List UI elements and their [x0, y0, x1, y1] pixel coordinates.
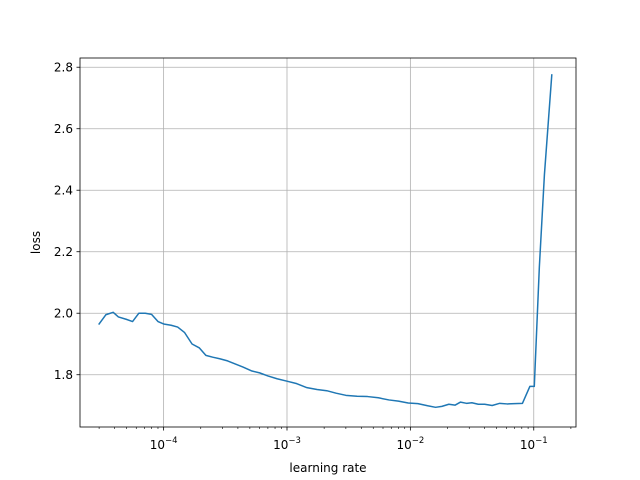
y-tick-label: 2.4 [54, 184, 73, 198]
x-axis-label: learning rate [289, 461, 366, 475]
x-tick-label: 10−3 [273, 436, 301, 452]
y-tick-label: 2.0 [54, 307, 73, 321]
x-tick-label: 10−1 [520, 436, 548, 452]
loss-series-line [98, 74, 553, 409]
y-tick-label: 2.6 [54, 122, 73, 136]
series-layer [98, 74, 553, 409]
y-tick-label: 1.8 [54, 368, 73, 382]
y-tick-label: 2.8 [54, 61, 73, 75]
x-tick-label: 10−4 [150, 436, 178, 452]
y-tick-label: 2.2 [54, 245, 73, 259]
gridlines [80, 58, 576, 427]
x-tick-label: 10−2 [396, 436, 424, 452]
axes-frame [79, 57, 577, 428]
y-axis-label: loss [29, 231, 43, 254]
ticks: 10−4 10−3 10−2 10−1 1.8 2.0 2.2 2.4 2.6 2.8 [54, 61, 572, 452]
